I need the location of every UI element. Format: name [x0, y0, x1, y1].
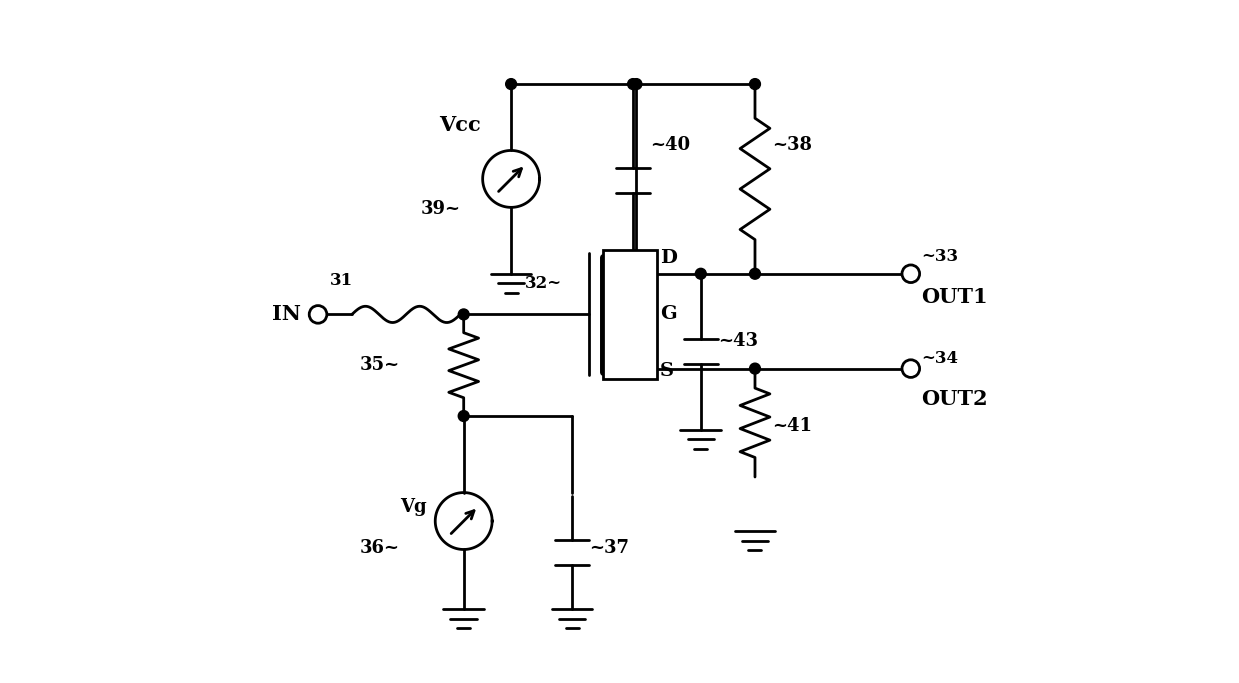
- Text: 36~: 36~: [359, 539, 399, 557]
- Circle shape: [506, 79, 517, 89]
- Circle shape: [631, 79, 642, 89]
- Text: IN: IN: [273, 305, 301, 324]
- Circle shape: [628, 79, 638, 89]
- Circle shape: [750, 79, 761, 89]
- Text: Vcc: Vcc: [439, 115, 481, 135]
- Circle shape: [750, 363, 761, 374]
- Circle shape: [902, 360, 919, 378]
- Text: ~38: ~38: [772, 136, 812, 154]
- Text: Vg: Vg: [400, 499, 426, 516]
- Text: ~37: ~37: [589, 539, 629, 557]
- Text: ~34: ~34: [921, 350, 958, 367]
- Text: ~40: ~40: [650, 136, 690, 154]
- Text: S: S: [660, 362, 674, 380]
- Text: OUT1: OUT1: [921, 288, 987, 307]
- Circle shape: [458, 410, 470, 421]
- Text: OUT2: OUT2: [921, 389, 987, 409]
- Circle shape: [310, 305, 327, 323]
- Text: 35~: 35~: [359, 357, 399, 374]
- Text: ~33: ~33: [921, 249, 958, 265]
- Text: 39~: 39~: [420, 200, 461, 219]
- Circle shape: [902, 265, 919, 283]
- Text: D: D: [660, 249, 678, 267]
- FancyBboxPatch shape: [602, 250, 657, 379]
- Circle shape: [750, 268, 761, 279]
- Text: G: G: [660, 305, 676, 324]
- Text: ~41: ~41: [772, 417, 812, 435]
- Circle shape: [458, 309, 470, 320]
- Circle shape: [695, 268, 706, 279]
- Text: ~43: ~43: [717, 333, 758, 350]
- Text: 31: 31: [330, 272, 353, 289]
- Text: 32~: 32~: [525, 275, 563, 292]
